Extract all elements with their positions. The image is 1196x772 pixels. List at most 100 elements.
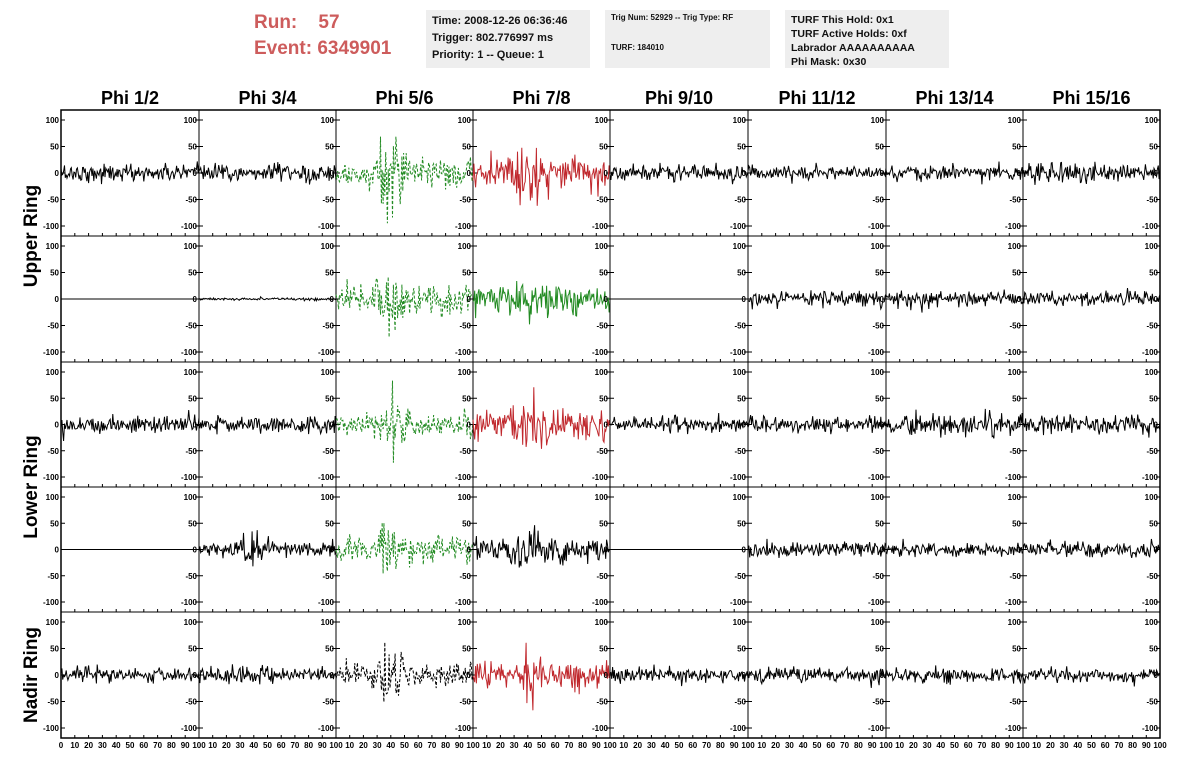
- waveform-trace: [885, 161, 1024, 185]
- y-tick-label: -50: [459, 698, 471, 707]
- x-tick-label: 100: [1016, 741, 1030, 750]
- waveform-cell: 100 50 0 -50 -100: [455, 109, 611, 237]
- y-tick-label: -50: [1009, 322, 1021, 331]
- y-tick-label: -100: [318, 348, 335, 357]
- y-tick-label: 100: [871, 618, 885, 627]
- x-tick-label: 100: [741, 741, 755, 750]
- run-label: Run:: [254, 12, 298, 33]
- x-tick-label: 90: [181, 741, 190, 750]
- waveform-cell: 100 50 0 -50 -100: [592, 486, 749, 613]
- y-tick-label: 100: [184, 368, 198, 377]
- y-tick-label: -100: [868, 348, 885, 357]
- waveform-trace: [1022, 161, 1161, 185]
- y-tick-label: 50: [325, 645, 334, 654]
- y-tick-label: -50: [872, 447, 884, 456]
- y-tick-label: 100: [46, 242, 60, 251]
- y-tick-label: -100: [868, 598, 885, 607]
- y-tick-label: -100: [1005, 473, 1022, 482]
- y-tick-label: 100: [1008, 493, 1022, 502]
- y-tick-label: 50: [50, 645, 59, 654]
- y-tick-label: 0: [467, 671, 472, 680]
- row-group-label: Upper Ring: [21, 185, 42, 287]
- y-tick-label: 0: [1017, 421, 1022, 430]
- x-tick-label: 80: [441, 741, 450, 750]
- x-tick-label: 100: [879, 741, 893, 750]
- y-tick-label: -100: [43, 724, 60, 733]
- x-tick-label: 50: [263, 741, 272, 750]
- y-tick-label: -100: [1142, 724, 1159, 733]
- y-tick-label: 100: [595, 368, 609, 377]
- y-tick-label: -100: [318, 222, 335, 231]
- turf-active-line: TURF Active Holds: 0xf: [791, 28, 907, 40]
- waveform-cell: 100 50 0 -50 -100: [868, 486, 1024, 613]
- x-tick-label: 100: [603, 741, 617, 750]
- y-tick-label: 50: [1149, 645, 1158, 654]
- y-tick-label: 50: [325, 143, 334, 152]
- waveform-trace: [60, 409, 200, 442]
- y-tick-label: -50: [596, 196, 608, 205]
- y-tick-label: 50: [188, 645, 197, 654]
- waveform-trace: [335, 380, 474, 463]
- y-tick-label: 0: [742, 671, 747, 680]
- x-tick-label: 10: [1032, 741, 1041, 750]
- turf-hold-line: TURF This Hold: 0x1: [791, 14, 894, 26]
- waveform-trace: [885, 408, 1024, 439]
- y-tick-label: -100: [455, 724, 472, 733]
- y-tick-label: 0: [604, 421, 609, 430]
- waveform-trace: [198, 664, 337, 685]
- y-tick-label: 0: [467, 169, 472, 178]
- y-tick-label: 0: [604, 671, 609, 680]
- y-tick-label: -100: [181, 473, 198, 482]
- y-tick-label: -100: [868, 473, 885, 482]
- y-tick-label: 100: [871, 116, 885, 125]
- y-tick-label: 50: [1149, 269, 1158, 278]
- x-tick-label: 40: [249, 741, 258, 750]
- row-group-label: Nadir Ring: [21, 627, 42, 723]
- y-tick-label: 50: [599, 519, 608, 528]
- x-tick-label: 90: [868, 741, 877, 750]
- y-tick-label: -50: [185, 572, 197, 581]
- x-tick-label: 100: [329, 741, 343, 750]
- run-value: 57: [318, 12, 340, 33]
- y-tick-label: -50: [1146, 572, 1158, 581]
- waveform-cell: 100 50 0 -50 -100: [592, 611, 749, 739]
- y-tick-label: 0: [55, 671, 60, 680]
- y-tick-label: 50: [188, 394, 197, 403]
- x-tick-label: 20: [771, 741, 780, 750]
- y-tick-label: 50: [462, 394, 471, 403]
- x-tick-label: 70: [290, 741, 299, 750]
- cell-border: [335, 361, 474, 488]
- waveform-trace: [1022, 287, 1161, 307]
- x-tick-label: 90: [592, 741, 601, 750]
- waveform-cell: 100 50 0 -50 -100: [43, 361, 200, 488]
- waveform-cell: 100 50 0 -50 -100: [181, 235, 337, 363]
- y-tick-label: 100: [733, 618, 747, 627]
- x-tick-label: 40: [661, 741, 670, 750]
- y-tick-label: -100: [181, 724, 198, 733]
- x-tick-label: 10: [895, 741, 904, 750]
- y-tick-label: -100: [43, 598, 60, 607]
- run-event-info: Run: 57 Event: 6349901: [254, 10, 391, 62]
- x-tick-label: 40: [523, 741, 532, 750]
- y-tick-label: -100: [455, 222, 472, 231]
- y-tick-label: 100: [184, 493, 198, 502]
- x-tick-label: 80: [991, 741, 1000, 750]
- y-tick-label: 100: [1145, 493, 1159, 502]
- y-tick-label: -50: [734, 447, 746, 456]
- waveform-cell: 100 50 0 -50 -100: [730, 109, 887, 237]
- y-tick-label: 100: [1008, 368, 1022, 377]
- y-tick-label: 0: [880, 671, 885, 680]
- waveform-trace: [472, 387, 611, 449]
- y-tick-label: 50: [875, 143, 884, 152]
- y-tick-label: -100: [1142, 348, 1159, 357]
- y-tick-label: 0: [1017, 546, 1022, 555]
- y-tick-label: -50: [459, 196, 471, 205]
- y-tick-label: 100: [1008, 242, 1022, 251]
- y-tick-label: -50: [459, 322, 471, 331]
- y-tick-label: -100: [43, 473, 60, 482]
- y-tick-label: -50: [322, 196, 334, 205]
- y-tick-label: 50: [50, 519, 59, 528]
- priority-line: Priority: 1 -- Queue: 1: [432, 49, 544, 61]
